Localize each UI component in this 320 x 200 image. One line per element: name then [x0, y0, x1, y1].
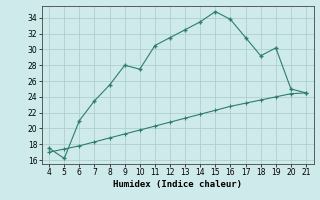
X-axis label: Humidex (Indice chaleur): Humidex (Indice chaleur) [113, 180, 242, 189]
